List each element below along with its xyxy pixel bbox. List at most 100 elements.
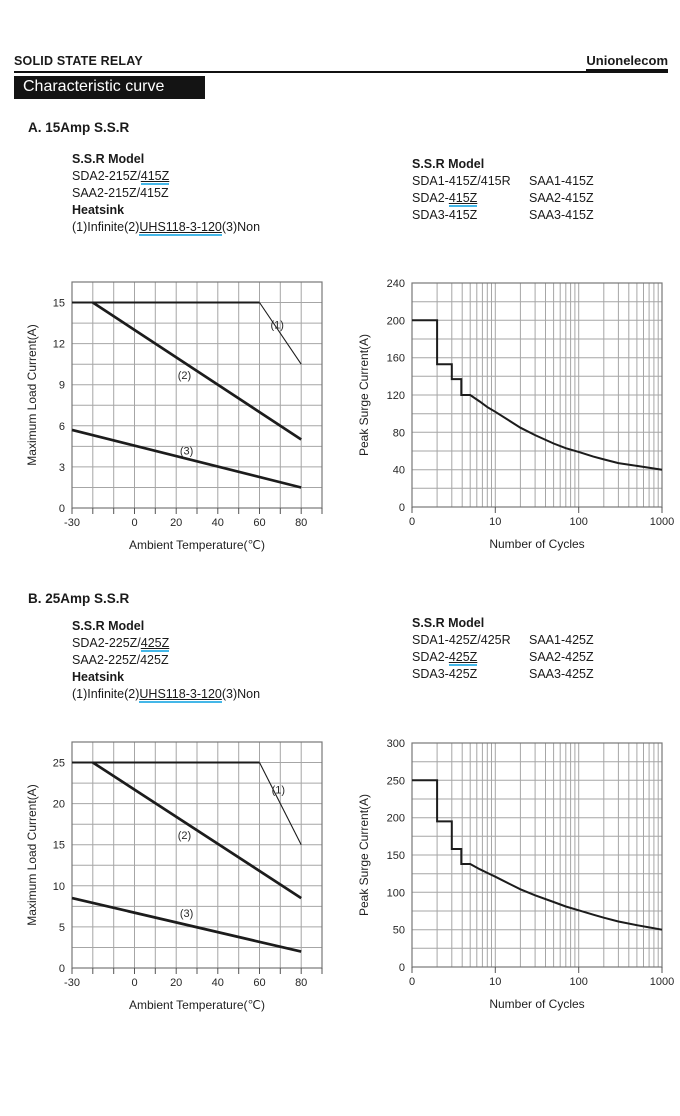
model-cell: SAA3-415Z: [529, 207, 594, 224]
heatsink-line: (1)Infinite(2)UHS118-3-120(3)Non: [72, 686, 260, 703]
y-axis-title: Maximum Load Current(A): [25, 324, 39, 465]
y-tick-label: 200: [387, 315, 405, 327]
curve-3-label: (3): [180, 446, 193, 458]
model-link[interactable]: 415Z: [140, 169, 170, 185]
x-axis-title: Ambient Temperature(℃): [129, 998, 265, 1012]
y-tick-label: 250: [387, 775, 405, 787]
model-row: SDA1-415Z/415R SAA1-415Z: [412, 173, 594, 190]
model-link[interactable]: 425Z: [448, 650, 478, 666]
max-load-current-chart-25a: -30 0 20 40 60 80 0 5 10 15 20 25 (1) (2) (3) Ambient T…: [24, 720, 346, 1030]
curve-1: [259, 302, 302, 365]
x-tick-label: 20: [170, 517, 182, 529]
model-line: SDA2-215Z/415Z: [72, 168, 260, 185]
y-tick-label: 15: [53, 840, 65, 852]
section-heading-15a: A. 15Amp S.S.R: [28, 120, 130, 135]
y-tick-label: 240: [387, 278, 405, 290]
x-tick-label: 0: [409, 976, 415, 988]
plot-border: [411, 742, 663, 968]
model-text: SDA2-: [412, 191, 449, 205]
x-tick-label: 100: [570, 516, 588, 528]
model-list-title: S.S.R Model: [72, 619, 145, 633]
model-text: (3)Non: [221, 687, 261, 701]
model-cell: SDA1-415Z/415R: [412, 173, 529, 190]
curve-1-label: (1): [272, 785, 285, 797]
y-tick-label: 20: [53, 799, 65, 811]
x-tick-label: 40: [212, 977, 224, 989]
model-link[interactable]: 415Z: [448, 191, 478, 207]
x-tick-label: 100: [570, 976, 588, 988]
model-cell: SDA3-425Z: [412, 666, 529, 683]
heatsink-line: (1)Infinite(2)UHS118-3-120(3)Non: [72, 219, 260, 236]
model-cell: SDA3-415Z: [412, 207, 529, 224]
model-row: SDA2-425Z SAA2-425Z: [412, 649, 594, 666]
y-tick-label: 12: [53, 339, 65, 351]
ssr-model-block-15a-right: S.S.R Model SDA1-415Z/415R SAA1-415Z SDA2…: [412, 156, 594, 224]
curve-3-label: (3): [180, 908, 193, 920]
tick-labels: -30 0 20 40 60 80 0 5 10 15 20 25: [53, 758, 308, 990]
y-tick-label: 0: [59, 503, 65, 515]
page-title-banner: Characteristic curve: [14, 76, 205, 99]
model-text: SAA2-215Z/415Z: [72, 186, 169, 200]
model-text: SAA1-425Z: [529, 633, 594, 647]
x-tick-label: 60: [253, 977, 265, 989]
surge-curve: [412, 319, 663, 471]
model-line: SAA2-215Z/415Z: [72, 185, 260, 202]
max-load-current-25a-svg: -30 0 20 40 60 80 0 5 10 15 20 25 (1) (2) (3) Ambient T…: [25, 741, 323, 1012]
x-tick-label: 60: [253, 517, 265, 529]
x-tick-label: 10: [489, 516, 501, 528]
model-text: SDA2-215Z/: [72, 169, 141, 183]
y-axis-title: Maximum Load Current(A): [25, 784, 39, 925]
model-list-title: S.S.R Model: [72, 152, 145, 166]
model-text: SAA2-225Z/425Z: [72, 653, 169, 667]
x-tick-label: -30: [64, 517, 80, 529]
curve-1: [259, 762, 302, 845]
y-tick-label: 80: [393, 427, 405, 439]
max-load-current-15a-svg: -30 0 20 40 60 80 0 3 6 9 12 15 (1) (2) (3) Ambient Tem…: [25, 281, 323, 552]
x-tick-label: -30: [64, 977, 80, 989]
curve-2-label: (2): [178, 830, 191, 842]
tick-labels: -30 0 20 40 60 80 0 3 6 9 12 15: [53, 298, 308, 530]
plot-border: [411, 282, 663, 508]
y-tick-label: 200: [387, 813, 405, 825]
x-tick-label: 1000: [650, 976, 674, 988]
y-tick-label: 5: [59, 922, 65, 934]
max-load-current-chart-15a: -30 0 20 40 60 80 0 3 6 9 12 15 (1) (2) (3) Ambient Tem…: [24, 260, 346, 570]
x-tick-label: 10: [489, 976, 501, 988]
model-row: SDA1-425Z/425R SAA1-425Z: [412, 632, 594, 649]
y-tick-label: 160: [387, 353, 405, 365]
y-tick-label: 10: [53, 881, 65, 893]
peak-surge-current-15a-svg: 0 10 100 1000 0 40 80 120 160 200 240 Number of Cyc…: [357, 278, 674, 551]
x-tick-label: 1000: [650, 516, 674, 528]
doc-type-label: SOLID STATE RELAY: [14, 54, 143, 68]
surge-curve: [412, 779, 663, 931]
peak-surge-current-25a-svg: 0 10 100 1000 0 50 100 150 200 250 300 Number of Cy…: [357, 738, 674, 1011]
axis-ticks: [71, 508, 323, 514]
y-tick-label: 9: [59, 380, 65, 392]
ssr-model-block-25a-left: S.S.R Model SDA2-225Z/425Z SAA2-225Z/425…: [72, 618, 260, 703]
curve-3: [71, 428, 302, 489]
axis-ticks: [411, 967, 663, 973]
x-tick-label: 0: [131, 977, 137, 989]
y-tick-label: 100: [387, 887, 405, 899]
y-tick-label: 0: [59, 963, 65, 975]
y-tick-label: 25: [53, 758, 65, 770]
model-text: SAA3-425Z: [529, 667, 594, 681]
y-axis-title: Peak Surge Current(A): [357, 334, 371, 456]
model-text: SDA2-225Z/: [72, 636, 141, 650]
peak-surge-current-chart-25a: 0 10 100 1000 0 50 100 150 200 250 300 Number of Cy…: [352, 720, 680, 1030]
heatsink-title: Heatsink: [72, 670, 125, 684]
model-text: SAA2-425Z: [529, 650, 594, 664]
model-cell: SDA1-425Z/425R: [412, 632, 529, 649]
x-tick-label: 80: [295, 517, 307, 529]
gridlines: [71, 741, 323, 969]
model-link[interactable]: 425Z: [140, 636, 170, 652]
model-link[interactable]: UHS118-3-120: [139, 220, 222, 236]
model-text: SDA2-: [412, 650, 449, 664]
model-text: (1)Infinite(2): [72, 687, 140, 701]
model-text: SDA3-415Z: [412, 208, 478, 222]
curve-2-label: (2): [178, 370, 191, 382]
ssr-model-block-15a-left: S.S.R Model SDA2-215Z/415Z SAA2-215Z/415…: [72, 151, 260, 236]
model-link[interactable]: UHS118-3-120: [139, 687, 222, 703]
x-tick-label: 80: [295, 977, 307, 989]
curve-2: [92, 761, 302, 900]
